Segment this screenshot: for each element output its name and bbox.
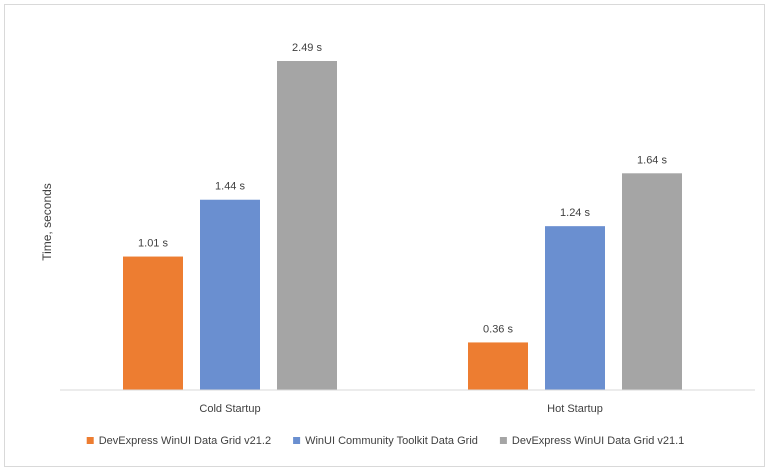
legend-swatch <box>86 437 94 444</box>
data-label: 0.36 s <box>483 323 513 335</box>
legend-label: WinUI Community Toolkit Data Grid <box>305 435 478 447</box>
legend: DevExpress WinUI Data Grid v21.2 WinUI Co… <box>86 435 684 447</box>
legend-swatch <box>293 437 301 444</box>
data-label: 1.44 s <box>215 181 245 193</box>
bar <box>468 342 528 390</box>
legend-label: DevExpress WinUI Data Grid v21.1 <box>512 435 684 447</box>
legend-item: WinUI Community Toolkit Data Grid <box>293 435 478 447</box>
bars-layer: 1.01 s 1.44 s 2.49 s 0.36 s 1.24 s 1.64 s <box>123 42 682 390</box>
legend-item: DevExpress WinUI Data Grid v21.2 <box>86 435 271 447</box>
bar <box>123 256 183 390</box>
legend-item: DevExpress WinUI Data Grid v21.1 <box>499 435 684 447</box>
data-label: 1.01 s <box>138 238 168 250</box>
data-label: 1.64 s <box>637 154 667 166</box>
data-label: 2.49 s <box>292 42 322 54</box>
category-labels: Cold Startup Hot Startup <box>199 403 602 415</box>
bar <box>200 199 260 390</box>
bar <box>277 61 337 390</box>
chart: 1.01 s 1.44 s 2.49 s 0.36 s 1.24 s 1.64 s Col… <box>40 42 755 447</box>
y-axis-title: Time, seconds <box>40 183 54 261</box>
category-label: Cold Startup <box>199 403 260 415</box>
bar <box>545 226 605 390</box>
bar <box>622 173 682 390</box>
legend-swatch <box>499 437 507 444</box>
category-label: Hot Startup <box>547 403 603 415</box>
data-label: 1.24 s <box>560 207 590 219</box>
legend-label: DevExpress WinUI Data Grid v21.2 <box>99 435 271 447</box>
chart-frame: 1.01 s 1.44 s 2.49 s 0.36 s 1.24 s 1.64 s Col… <box>4 4 765 467</box>
